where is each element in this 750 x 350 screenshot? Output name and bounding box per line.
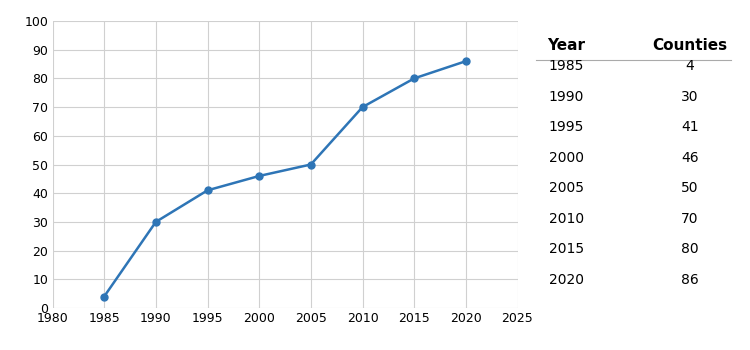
Text: 4: 4 — [686, 60, 694, 74]
Text: 2020: 2020 — [549, 273, 584, 287]
Text: 1990: 1990 — [548, 90, 584, 104]
Text: Year: Year — [548, 38, 585, 53]
Text: 1995: 1995 — [548, 120, 584, 134]
Text: Counties: Counties — [652, 38, 728, 53]
Text: 1985: 1985 — [548, 60, 584, 74]
Text: 46: 46 — [681, 151, 699, 165]
Text: 50: 50 — [681, 181, 699, 195]
Text: 86: 86 — [681, 273, 699, 287]
Text: 2010: 2010 — [549, 212, 584, 226]
Text: 30: 30 — [681, 90, 699, 104]
Text: 41: 41 — [681, 120, 699, 134]
Text: 2000: 2000 — [549, 151, 584, 165]
Text: 80: 80 — [681, 242, 699, 256]
Text: 2005: 2005 — [549, 181, 584, 195]
Text: 70: 70 — [681, 212, 699, 226]
Text: 2015: 2015 — [549, 242, 584, 256]
